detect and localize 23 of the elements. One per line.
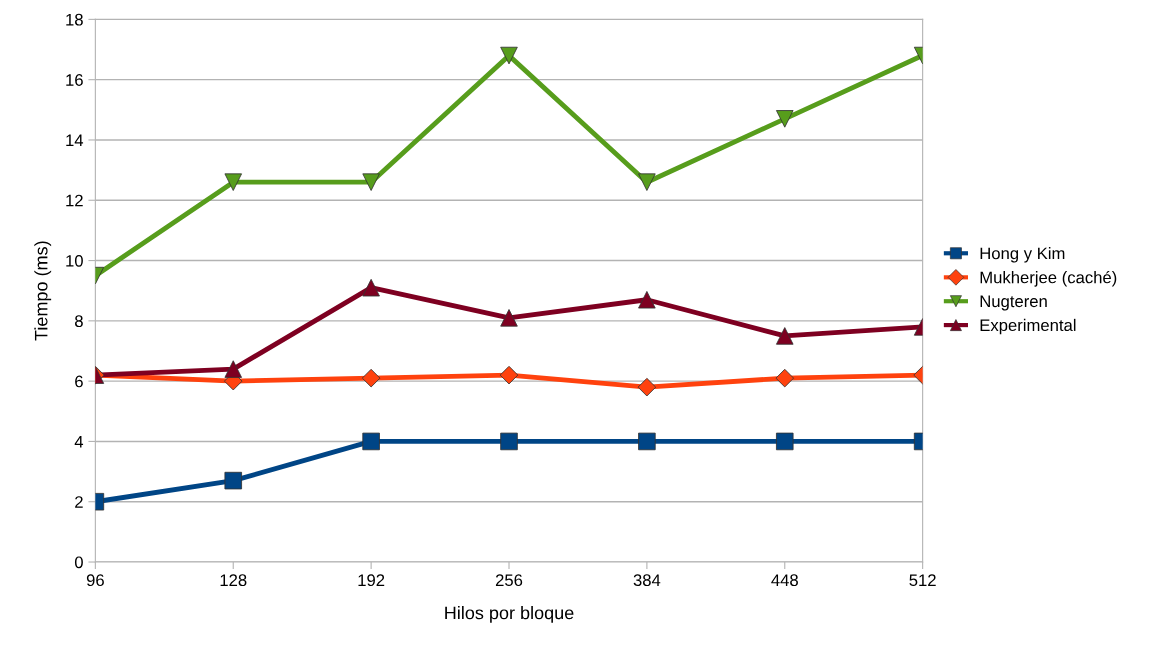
x-axis-title: Hilos por bloque xyxy=(445,606,574,623)
y-tick-label: 10 xyxy=(66,254,83,267)
x-tick-label: 256 xyxy=(495,574,523,587)
y-tick-label: 18 xyxy=(66,13,83,26)
y-tick-label: 4 xyxy=(74,436,84,448)
x-tick-label: 448 xyxy=(771,574,798,587)
y-tick-label: 2 xyxy=(75,496,83,508)
y-tick-label: 8 xyxy=(75,315,83,328)
legend-label: Mukherjee (caché) xyxy=(980,270,1117,287)
x-tick-label: 512 xyxy=(909,574,936,587)
y-tick-label: 16 xyxy=(66,74,83,86)
y-tick-label: 12 xyxy=(66,194,83,207)
x-tick-label: 384 xyxy=(633,574,661,587)
y-axis-title: Tiempo (ms) xyxy=(34,241,52,341)
legend-label: Experimental xyxy=(980,318,1076,335)
x-tick-label: 192 xyxy=(358,574,385,587)
x-tick-label: 128 xyxy=(220,574,247,587)
y-tick-label: 0 xyxy=(74,556,83,569)
legend-label: Hong y Kim xyxy=(980,247,1065,263)
legend-label: Nugteren xyxy=(980,295,1047,311)
y-tick-label: 6 xyxy=(75,375,83,388)
y-tick-label: 14 xyxy=(66,134,84,147)
x-tick-label: 96 xyxy=(86,574,104,587)
